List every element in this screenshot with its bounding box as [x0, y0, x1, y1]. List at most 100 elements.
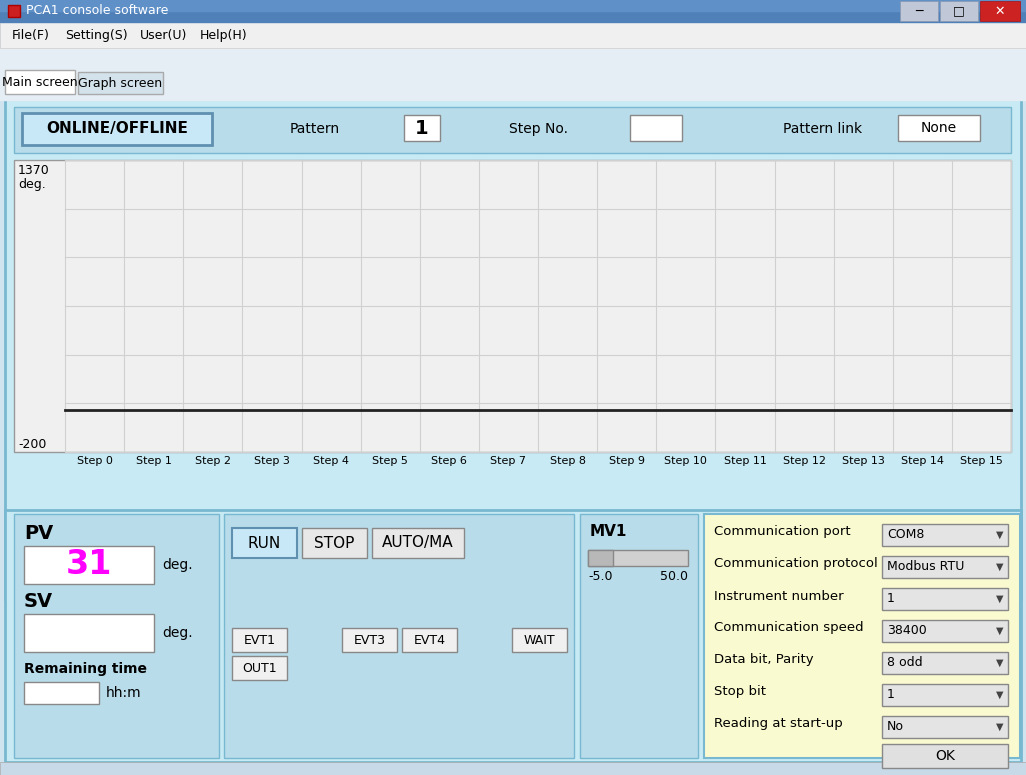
Text: Remaining time: Remaining time	[24, 662, 147, 676]
Text: Step 10: Step 10	[665, 456, 707, 466]
Bar	[882, 524, 1008, 546]
Text: ─: ─	[915, 5, 922, 18]
Bar	[882, 684, 1008, 706]
Bar	[402, 628, 457, 652]
Text: deg.: deg.	[162, 626, 193, 640]
Bar	[580, 514, 698, 758]
Text: 1: 1	[416, 119, 429, 137]
Text: -200: -200	[18, 438, 46, 451]
Text: OUT1: OUT1	[242, 662, 277, 674]
Bar	[512, 628, 567, 652]
Text: COM8: COM8	[887, 529, 924, 542]
Bar	[232, 628, 287, 652]
Bar	[0, 0, 1026, 22]
Bar	[940, 1, 978, 21]
Text: hh:m: hh:m	[106, 686, 142, 700]
Bar	[24, 614, 154, 652]
Text: User(U): User(U)	[140, 29, 188, 42]
Text: EVT4: EVT4	[413, 633, 445, 646]
Text: OK: OK	[935, 749, 955, 763]
Text: SV: SV	[24, 592, 53, 611]
Bar	[14, 514, 219, 758]
Text: -5.0: -5.0	[588, 570, 613, 583]
Text: Communication protocol: Communication protocol	[714, 557, 878, 570]
Text: Step 0: Step 0	[77, 456, 113, 466]
Text: Graph screen: Graph screen	[78, 77, 162, 89]
Text: Step 1: Step 1	[135, 456, 171, 466]
Bar	[0, 762, 1026, 775]
Bar	[882, 652, 1008, 674]
Text: No: No	[887, 721, 904, 733]
Text: Communication speed: Communication speed	[714, 622, 864, 635]
Text: deg.: deg.	[162, 558, 193, 572]
Bar	[14, 107, 1011, 153]
Bar	[8, 5, 19, 17]
Text: Step 11: Step 11	[723, 456, 766, 466]
Text: ONLINE/OFFLINE: ONLINE/OFFLINE	[46, 122, 188, 136]
Text: Data bit, Parity: Data bit, Parity	[714, 653, 814, 666]
Bar	[372, 528, 464, 558]
Text: ▼: ▼	[996, 690, 1003, 700]
Text: File(F): File(F)	[12, 29, 50, 42]
Text: ▼: ▼	[996, 722, 1003, 732]
Text: WAIT: WAIT	[523, 633, 555, 646]
Text: 8 odd: 8 odd	[887, 656, 922, 670]
Bar	[5, 510, 1021, 762]
Text: Step 2: Step 2	[195, 456, 231, 466]
Text: ▼: ▼	[996, 594, 1003, 604]
Bar	[980, 1, 1020, 21]
Text: ▼: ▼	[996, 626, 1003, 636]
Text: Step No.: Step No.	[509, 122, 568, 136]
Text: EVT3: EVT3	[354, 633, 386, 646]
Text: Step 13: Step 13	[841, 456, 884, 466]
Text: ✕: ✕	[995, 5, 1005, 18]
Bar	[882, 556, 1008, 578]
Text: Setting(S): Setting(S)	[65, 29, 127, 42]
Text: Main screen: Main screen	[2, 75, 78, 88]
Text: Step 3: Step 3	[254, 456, 290, 466]
Bar	[5, 70, 75, 94]
Text: Pattern link: Pattern link	[783, 122, 862, 136]
Bar	[0, 48, 1026, 100]
Text: Step 9: Step 9	[608, 456, 644, 466]
Text: Stop bit: Stop bit	[714, 686, 766, 698]
Bar	[882, 620, 1008, 642]
Text: Step 4: Step 4	[313, 456, 349, 466]
Text: Communication port: Communication port	[714, 525, 851, 539]
Bar	[882, 588, 1008, 610]
Bar	[630, 115, 682, 141]
Text: Help(H): Help(H)	[200, 29, 247, 42]
Text: 38400: 38400	[887, 625, 926, 638]
Bar	[22, 113, 212, 145]
Bar	[588, 550, 688, 566]
Text: deg.: deg.	[18, 178, 46, 191]
Text: Step 14: Step 14	[901, 456, 944, 466]
Text: 1: 1	[887, 688, 895, 701]
Text: None: None	[921, 121, 957, 135]
Bar	[882, 744, 1008, 768]
Text: Step 5: Step 5	[372, 456, 408, 466]
Bar	[342, 628, 397, 652]
Bar	[900, 1, 938, 21]
Bar	[232, 656, 287, 680]
Bar	[588, 550, 613, 566]
Text: ▼: ▼	[996, 530, 1003, 540]
Text: PV: PV	[24, 524, 53, 543]
Text: Reading at start-up: Reading at start-up	[714, 718, 842, 731]
Bar	[78, 72, 163, 94]
Bar	[24, 546, 154, 584]
Text: 50.0: 50.0	[660, 570, 688, 583]
Bar	[24, 682, 98, 704]
Text: Pattern: Pattern	[290, 122, 340, 136]
Text: Step 12: Step 12	[783, 456, 826, 466]
Text: 31: 31	[66, 549, 112, 581]
Text: STOP: STOP	[314, 536, 355, 550]
Bar	[224, 514, 574, 758]
Text: □: □	[953, 5, 964, 18]
Text: RUN: RUN	[248, 536, 281, 550]
Text: Step 7: Step 7	[490, 456, 526, 466]
Text: Step 15: Step 15	[960, 456, 1002, 466]
Text: Instrument number: Instrument number	[714, 590, 843, 602]
Bar	[0, 22, 1026, 48]
Bar	[0, 0, 1026, 11]
